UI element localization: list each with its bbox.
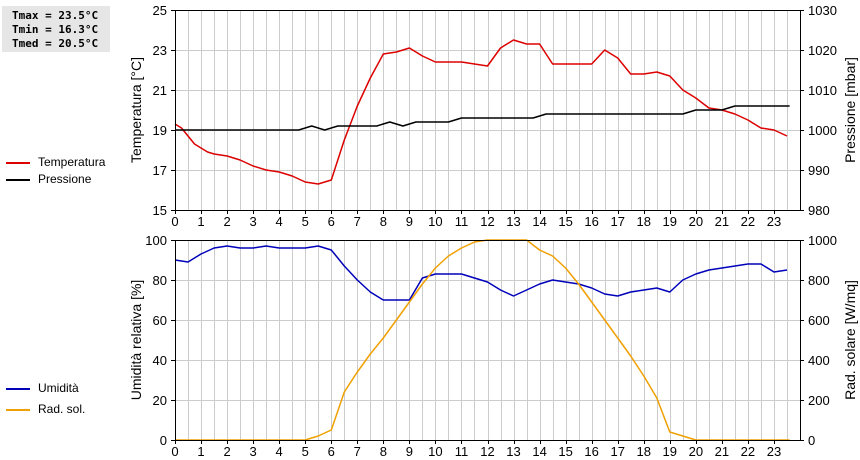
panel1-yl-tick-label: 19 (153, 123, 167, 138)
legend-label-rad-sol: Rad. sol. (38, 402, 86, 416)
panel2-yr-tick-label: 800 (808, 273, 830, 288)
panel1-x-tick-label: 9 (406, 214, 413, 229)
panel1-yr-tick-label: 1000 (808, 123, 837, 138)
panel2-x-tick-label: 14 (532, 444, 546, 459)
panel2-x-tick-label: 1 (197, 444, 204, 459)
panel1-x-tick-label: 23 (767, 214, 781, 229)
panel1-x-tick-label: 8 (380, 214, 387, 229)
panel2-x-tick-label: 22 (741, 444, 755, 459)
panel1-x-tick-label: 11 (455, 214, 469, 229)
panel1-series-b-line (175, 105, 790, 131)
panel2-y-axis-title: Umidità relativa [%] (128, 280, 144, 401)
panel2-series-a-line (174, 245, 788, 301)
panel1-x-tick-label: 1 (197, 214, 204, 229)
legend-swatch-umidita (6, 388, 30, 390)
panel1-yl-tick-label: 15 (153, 203, 167, 218)
panel2-yr-tick-label: 1000 (808, 233, 837, 248)
panel1-x-tick-label: 17 (610, 214, 624, 229)
panel2-x-tick-label: 15 (558, 444, 572, 459)
panel2-x-tick-label: 11 (455, 444, 469, 459)
panel2-yl-tick-label: 40 (153, 353, 167, 368)
panel2-x-tick-label: 13 (506, 444, 520, 459)
panel2-yl-tick-label: 60 (153, 313, 167, 328)
panel2-x-tick-label: 0 (171, 444, 178, 459)
panel1-x-tick-label: 21 (715, 214, 729, 229)
panel2-x-tick-label: 9 (406, 444, 413, 459)
panel1-series-a-line (174, 39, 788, 185)
panel2-yl-tick-label: 80 (153, 273, 167, 288)
panel1-x-tick-label: 4 (276, 214, 283, 229)
panel1-x-tick-label: 7 (354, 214, 361, 229)
panel1-x-tick-label: 5 (302, 214, 309, 229)
panel1-yl-tick-label: 25 (153, 3, 167, 18)
panel2-x-tick-label: 12 (480, 444, 494, 459)
stat-tmin: Tmin = 16.3°C (12, 23, 99, 36)
panel1-x-tick-label: 13 (506, 214, 520, 229)
panel1-yl-tick-label: 21 (153, 83, 167, 98)
panel1-yl-tick-label: 17 (153, 163, 167, 178)
panel1-x-tick-label: 6 (328, 214, 335, 229)
panel1-yl-tick-label: 23 (153, 43, 167, 58)
panel1-x-tick-label: 3 (250, 214, 257, 229)
panel1-x-tick-label: 0 (171, 214, 178, 229)
panel1-y-axis-title: Temperatura [°C] (128, 57, 144, 163)
panel2-x-tick-label: 5 (302, 444, 309, 459)
panel2-x-tick-label: 20 (689, 444, 703, 459)
panel2-x-tick-label: 17 (610, 444, 624, 459)
panel1-yr-tick-label: 1030 (808, 3, 837, 18)
panel1-x-tick-label: 16 (584, 214, 598, 229)
panel2-yl-tick-label: 100 (145, 233, 167, 248)
panel1-x-tick-label: 10 (428, 214, 442, 229)
stats-box: Tmax = 23.5°C Tmin = 16.3°C Tmed = 20.5°… (2, 6, 110, 52)
legend-label-umidita: Umidità (38, 381, 79, 395)
legend-label-pressione: Pressione (38, 172, 92, 186)
panel2-x-tick-label: 2 (223, 444, 230, 459)
legend-swatch-temperatura (6, 162, 30, 164)
panel1-x-tick-label: 12 (480, 214, 494, 229)
panel2-x-tick-label: 21 (715, 444, 729, 459)
panel1-x-tick-label: 15 (558, 214, 572, 229)
panel2-x-tick-label: 6 (328, 444, 335, 459)
legend-label-temperatura: Temperatura (38, 155, 106, 169)
panel2-yr-tick-label: 400 (808, 353, 830, 368)
panel2-yl-tick-label: 20 (153, 393, 167, 408)
legend-swatch-pressione (6, 179, 30, 181)
panel2-x-tick-label: 10 (428, 444, 442, 459)
stat-tmed: Tmed = 20.5°C (12, 37, 99, 50)
stat-tmax: Tmax = 23.5°C (12, 9, 99, 22)
panel1-x-tick-label: 18 (637, 214, 651, 229)
panel1-yr-tick-label: 1010 (808, 83, 837, 98)
panel1-yr-tick-label: 990 (808, 163, 830, 178)
panel2-x-tick-label: 8 (380, 444, 387, 459)
panel1-x-tick-label: 20 (689, 214, 703, 229)
legend-swatch-rad-sol (6, 409, 30, 411)
panel2-x-tick-label: 4 (276, 444, 283, 459)
panel1-yr-tick-label: 1020 (808, 43, 837, 58)
panel2-yr-tick-label: 200 (808, 393, 830, 408)
panel2-yr-tick-label: 600 (808, 313, 830, 328)
panel1-y2-axis-title: Pressione [mbar] (842, 57, 858, 163)
panel1-x-tick-label: 19 (663, 214, 677, 229)
panel2-x-tick-label: 23 (767, 444, 781, 459)
panel2-x-tick-label: 18 (637, 444, 651, 459)
panel1-yr-tick-label: 980 (808, 203, 830, 218)
panel2-x-tick-label: 7 (354, 444, 361, 459)
panel1-x-tick-label: 2 (223, 214, 230, 229)
panel2-y2-axis-title: Rad. solare [W/mq] (842, 280, 858, 400)
panel2-series-b-line (175, 239, 790, 441)
panel2-yr-tick-label: 0 (808, 433, 815, 448)
panel2-yl-tick-label: 0 (160, 433, 167, 448)
panel2-x-tick-label: 19 (663, 444, 677, 459)
panel1-x-tick-label: 22 (741, 214, 755, 229)
panel2-x-tick-label: 3 (250, 444, 257, 459)
panel1-x-tick-label: 14 (532, 214, 546, 229)
panel2-x-tick-label: 16 (584, 444, 598, 459)
